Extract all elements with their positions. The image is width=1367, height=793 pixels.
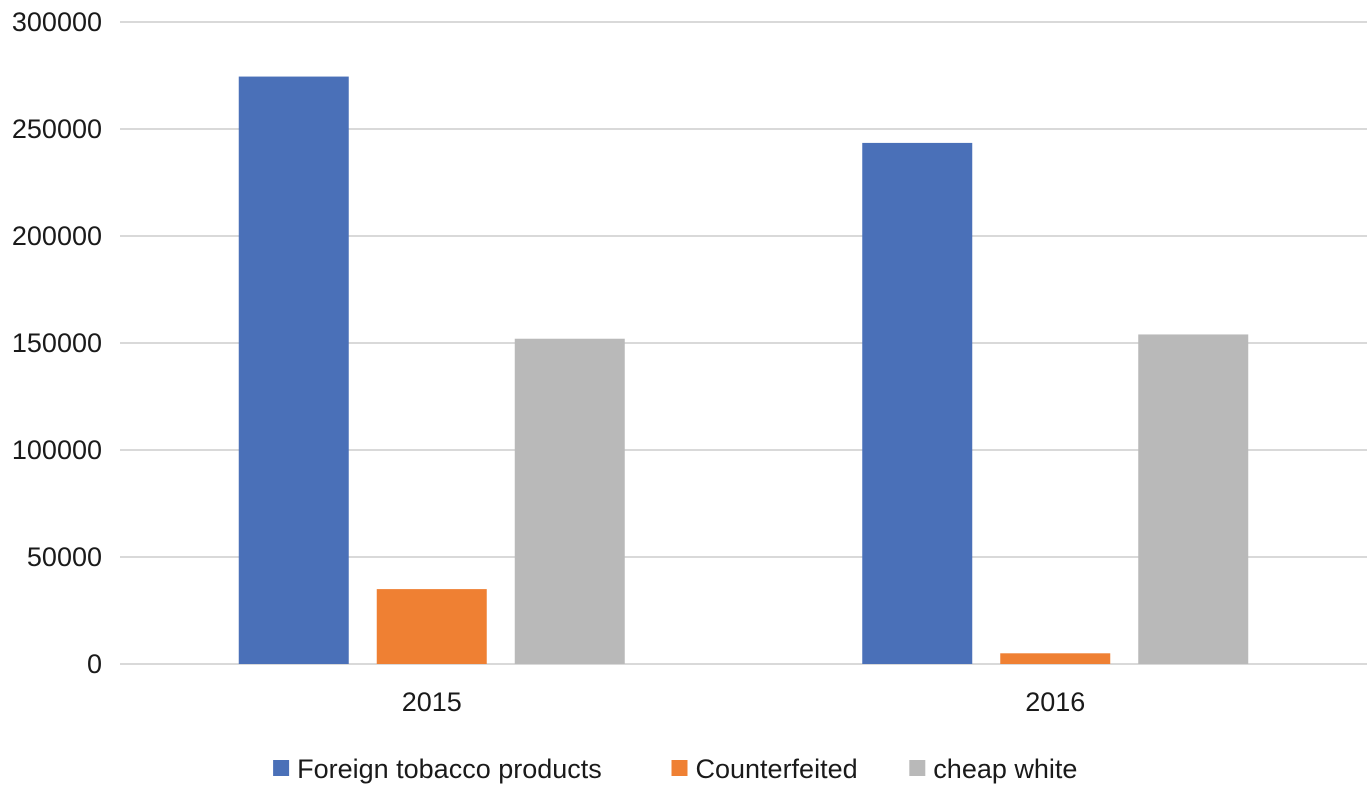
y-tick-label: 300000 bbox=[12, 7, 102, 37]
y-axis-tick-labels: 0 50000 100000 150000 200000 250000 300000 bbox=[12, 7, 102, 679]
x-axis-category-labels: 2015 2016 bbox=[402, 687, 1086, 717]
y-tick-label: 250000 bbox=[12, 114, 102, 144]
bar bbox=[1138, 334, 1249, 664]
legend-swatch bbox=[909, 760, 926, 776]
x-category-label: 2016 bbox=[1025, 687, 1085, 717]
bar bbox=[514, 338, 625, 664]
legend-swatch bbox=[273, 760, 290, 776]
y-tick-label: 100000 bbox=[12, 435, 102, 465]
bars bbox=[238, 76, 1249, 664]
bar bbox=[862, 142, 973, 664]
legend-swatch bbox=[671, 760, 688, 776]
y-tick-label: 200000 bbox=[12, 221, 102, 251]
bar bbox=[1000, 653, 1111, 664]
y-tick-label: 0 bbox=[87, 649, 102, 679]
bar bbox=[376, 589, 487, 664]
x-category-label: 2015 bbox=[402, 687, 462, 717]
y-tick-label: 150000 bbox=[12, 328, 102, 358]
y-tick-label: 50000 bbox=[27, 542, 102, 572]
legend-label: Foreign tobacco products bbox=[297, 754, 602, 784]
legend-label: cheap white bbox=[933, 754, 1077, 784]
legend-label: Counterfeited bbox=[696, 754, 858, 784]
legend: Foreign tobacco products Counterfeited che… bbox=[273, 754, 1077, 784]
bar bbox=[238, 76, 349, 664]
